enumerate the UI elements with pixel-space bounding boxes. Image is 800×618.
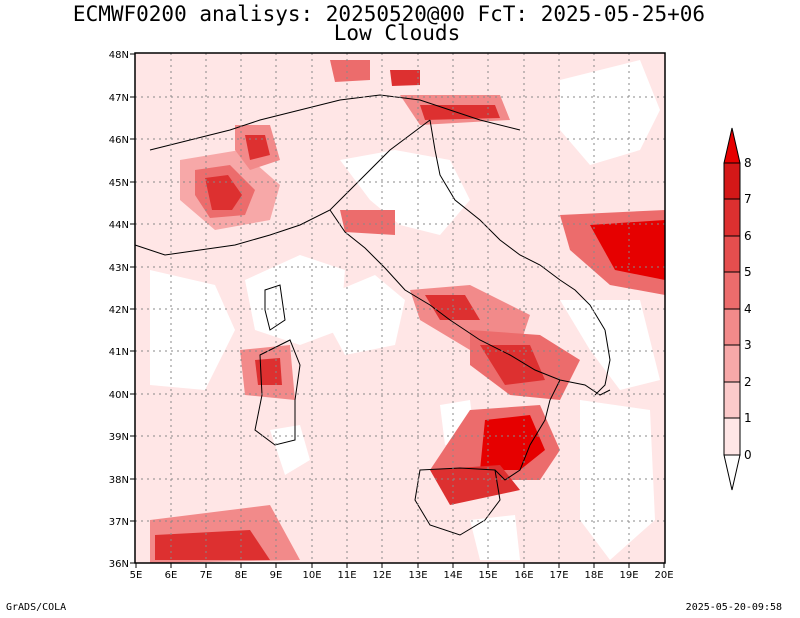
lon-tick-label: 18E [584,570,603,581]
map-title: ECMWF0200 analisys: 20250520@00 FcT: 202… [72,2,706,26]
lat-tick-label: 36N [109,559,129,570]
colorbar-segment [723,198,741,237]
colorbar-label: 4 [744,302,752,316]
lon-tick-label: 5E [130,570,143,581]
colorbar-segment [723,381,741,419]
cloud-shading [150,60,665,563]
lon-tick-label: 19E [619,570,638,581]
lat-tick-label: 44N [109,220,129,231]
lon-tick-label: 10E [302,570,321,581]
lon-tick-label: 11E [337,570,356,581]
colorbar-label: 3 [744,338,752,352]
lat-tick-label: 39N [109,432,129,443]
lon-axis [135,563,665,568]
lon-tick-label: 17E [549,570,568,581]
lat-tick-label: 41N [109,347,129,358]
colorbar-label: 5 [744,265,752,279]
lon-tick-label: 20E [654,570,673,581]
colorbar-segment [723,308,741,346]
colorbar-label: 2 [744,375,752,389]
colorbar-segment [723,162,741,200]
lon-tick-label: 16E [514,570,533,581]
lat-tick-label: 45N [109,178,129,189]
colorbar-max-arrow [723,127,741,164]
colorbar-label: 7 [744,192,752,206]
colorbar-min-arrow [723,454,741,491]
colorbar-label: 8 [744,156,752,170]
lon-tick-label: 8E [235,570,248,581]
lon-tick-label: 12E [372,570,391,581]
coastlines [134,94,611,536]
lat-tick-label: 42N [109,305,129,316]
lon-tick-label: 14E [443,570,462,581]
colorbar-segment [723,344,741,383]
timestamp-label: 2025-05-20-09:58 [685,602,782,613]
map-frame [134,52,666,564]
lon-tick-label: 15E [478,570,497,581]
credit-label: GrADS/COLA [6,602,67,613]
lat-tick-label: 40N [109,390,129,401]
colorbar-segment [723,271,741,310]
colorbar-label: 0 [744,448,752,462]
lon-tick-label: 13E [408,570,427,581]
map-subtitle: Low Clouds [333,21,461,45]
colorbar-segment [723,235,741,273]
lon-tick-label: 7E [200,570,213,581]
colorbar [723,127,741,491]
colorbar-label: 1 [744,411,752,425]
lat-tick-label: 46N [109,135,129,146]
gridlines [135,53,665,563]
lat-tick-label: 38N [109,475,129,486]
lon-tick-label: 6E [165,570,178,581]
lon-tick-label: 9E [270,570,283,581]
colorbar-label: 6 [744,229,752,243]
lat-tick-label: 48N [109,50,129,61]
colorbar-segment [723,417,741,456]
lat-axis [130,53,135,564]
lat-tick-label: 47N [109,93,129,104]
lat-tick-label: 43N [109,263,129,274]
lat-tick-label: 37N [109,517,129,528]
